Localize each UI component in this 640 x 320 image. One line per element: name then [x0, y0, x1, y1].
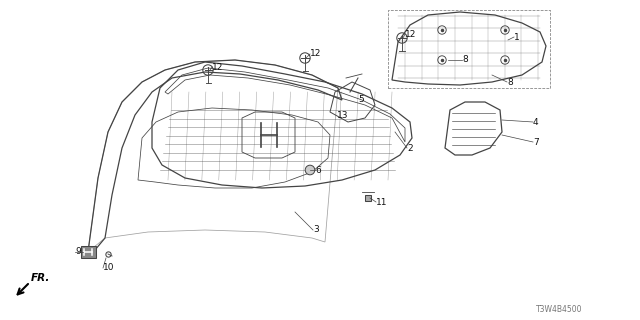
Text: 9: 9 — [75, 247, 81, 257]
Text: T3W4B4500: T3W4B4500 — [536, 305, 582, 314]
Text: 5: 5 — [358, 95, 364, 105]
Circle shape — [305, 165, 315, 175]
Text: 13: 13 — [337, 110, 349, 119]
Text: 3: 3 — [313, 226, 319, 235]
Text: 12: 12 — [310, 50, 321, 59]
Text: 4: 4 — [533, 117, 539, 126]
Text: 1: 1 — [514, 33, 520, 42]
Text: 2: 2 — [407, 143, 413, 153]
Text: 8: 8 — [462, 55, 468, 65]
Text: 8: 8 — [507, 77, 513, 86]
Text: 11: 11 — [376, 197, 387, 206]
Text: 12: 12 — [405, 29, 417, 38]
Text: 12: 12 — [212, 62, 223, 71]
Text: 10: 10 — [103, 263, 115, 273]
Text: 6: 6 — [315, 165, 321, 174]
Text: 7: 7 — [533, 138, 539, 147]
Text: FR.: FR. — [31, 273, 51, 283]
Bar — [81, 246, 95, 258]
